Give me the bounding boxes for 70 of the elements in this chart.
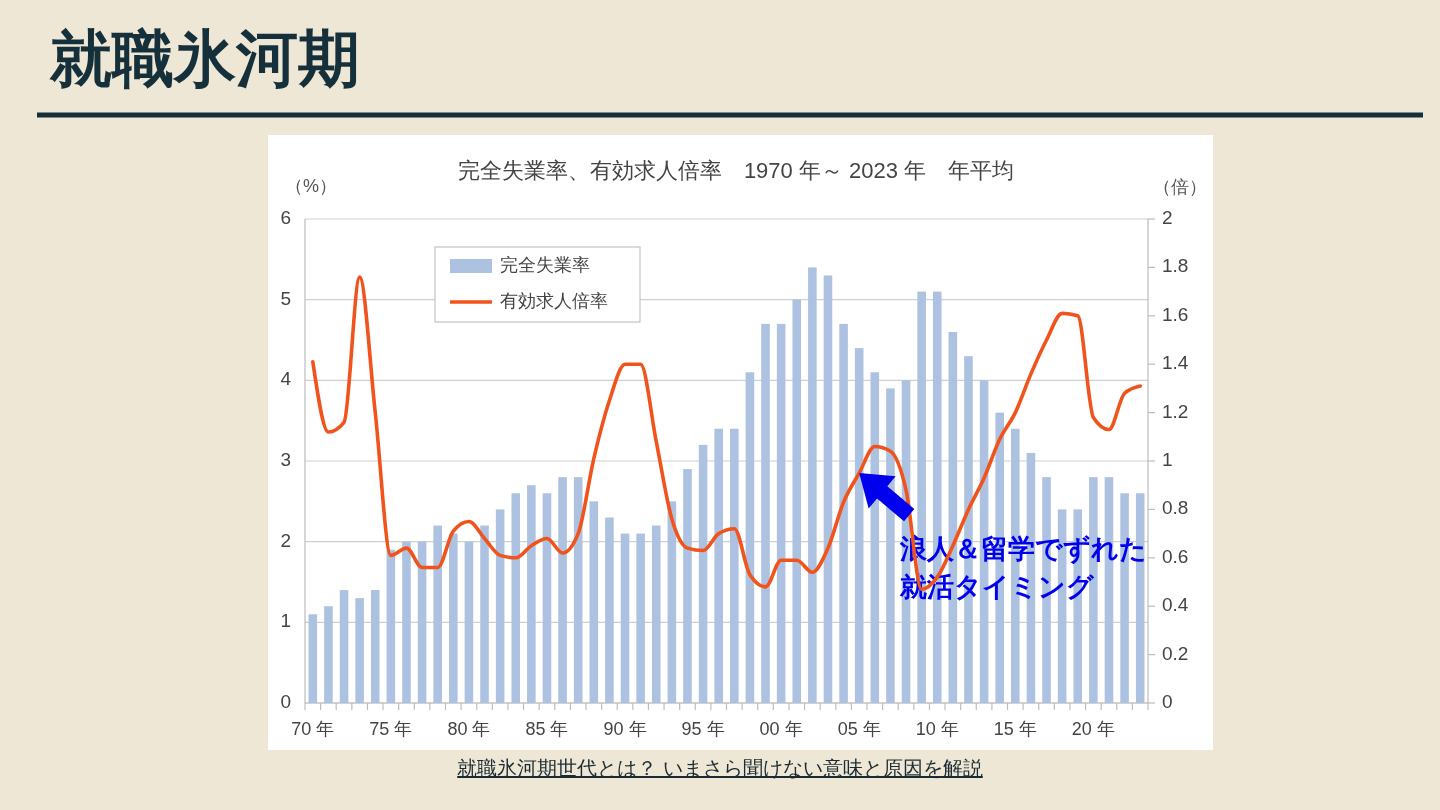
y2-tick-label: 2	[1162, 207, 1173, 229]
bar	[636, 533, 645, 703]
chart-title: 就職氷河期	[49, 24, 360, 93]
y2-axis-title: （倍）	[1153, 176, 1207, 197]
bar	[308, 614, 318, 703]
x-tick-label: 15 年	[993, 718, 1037, 739]
y-tick-label: 2	[280, 529, 291, 551]
bar	[620, 533, 630, 703]
bar	[808, 267, 817, 703]
y2-tick-label: 0.4	[1162, 594, 1189, 616]
y2-tick-label: 1.2	[1162, 400, 1189, 422]
bar	[511, 493, 521, 703]
y2-tick-label: 0.2	[1162, 642, 1189, 664]
bar	[417, 541, 427, 703]
bar	[355, 598, 364, 703]
bar	[792, 299, 802, 703]
y2-tick-label: 0.6	[1162, 545, 1189, 567]
bar	[730, 428, 739, 703]
x-tick-label: 20 年	[1071, 718, 1115, 739]
y2-tick-label: 1	[1162, 449, 1173, 471]
y-tick-label: 3	[280, 449, 291, 471]
bar	[402, 541, 411, 703]
bar	[776, 323, 786, 703]
x-tick-label: 00 年	[759, 718, 803, 739]
bar	[714, 428, 723, 703]
bar	[839, 323, 848, 703]
x-tick-label: 10 年	[915, 718, 959, 739]
y2-tick-label: 1.4	[1162, 352, 1189, 374]
bar	[745, 372, 755, 703]
bar	[698, 444, 708, 703]
chart-subtitle: 完全失業率、有効求人倍率 1970 年～ 2023 年 年平均	[457, 157, 1015, 183]
legend-label: 有効求人倍率	[500, 290, 608, 311]
bar	[527, 485, 536, 703]
bar	[370, 590, 380, 703]
bar	[433, 525, 442, 703]
bar	[589, 501, 599, 703]
y-tick-label: 4	[280, 368, 292, 390]
y-tick-label: 6	[280, 207, 291, 229]
x-tick-label: 05 年	[837, 718, 881, 739]
bar	[558, 477, 567, 703]
legend-label: 完全失業率	[500, 254, 590, 275]
bar	[823, 275, 833, 703]
y-tick-label: 0	[280, 691, 291, 713]
x-tick-label: 70 年	[291, 718, 335, 739]
y2-tick-label: 0.8	[1162, 497, 1189, 519]
x-tick-label: 75 年	[369, 718, 413, 739]
bar	[339, 590, 349, 703]
y-tick-label: 1	[280, 610, 291, 632]
y2-tick-label: 1.6	[1162, 303, 1189, 325]
x-tick-label: 90 年	[603, 718, 647, 739]
bar	[605, 517, 614, 703]
bar	[761, 323, 770, 703]
bar	[683, 469, 692, 703]
bar	[324, 606, 333, 703]
y-axis-title: （%）	[284, 175, 338, 196]
text: 就職氷河期世代とは？ いまさら聞けない意味と原因を解説	[457, 757, 983, 779]
y2-tick-label: 1.8	[1162, 255, 1189, 277]
x-tick-label: 80 年	[447, 718, 491, 739]
bar	[480, 525, 489, 703]
bar	[651, 525, 661, 703]
bar	[542, 493, 552, 703]
x-tick-label: 95 年	[681, 718, 725, 739]
x-tick-label: 85 年	[525, 718, 569, 739]
bar	[854, 348, 864, 703]
y-tick-label: 5	[280, 287, 291, 309]
bar	[449, 533, 458, 703]
y2-tick-label: 0	[1162, 691, 1173, 713]
bar	[464, 541, 474, 703]
bar	[386, 549, 396, 703]
bar	[495, 509, 505, 703]
